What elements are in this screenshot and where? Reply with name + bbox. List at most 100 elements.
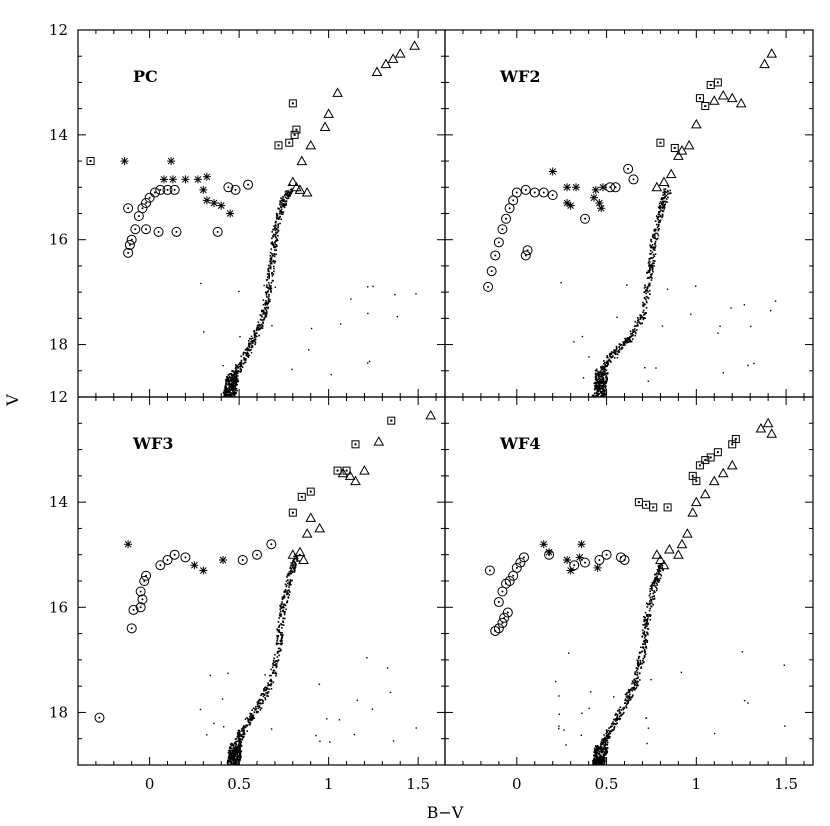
data-point <box>234 758 237 760</box>
data-point <box>648 284 651 287</box>
x-tick-label: 1.5 <box>774 775 798 793</box>
data-point <box>280 204 282 206</box>
data-point <box>597 762 600 765</box>
data-point <box>279 200 281 202</box>
data-point <box>237 738 240 740</box>
data-point <box>283 594 286 597</box>
data-point <box>285 608 287 611</box>
data-point <box>255 710 258 713</box>
data-point <box>633 678 636 680</box>
data-point <box>285 138 294 147</box>
data-point-center <box>336 469 339 472</box>
data-point <box>255 328 258 330</box>
data-point <box>274 235 277 238</box>
data-point <box>239 335 241 338</box>
data-point <box>223 392 225 395</box>
y-tick-label: 16 <box>49 231 68 249</box>
data-point <box>232 754 235 757</box>
data-point <box>596 394 598 396</box>
data-point <box>622 708 625 711</box>
data-point <box>257 321 260 324</box>
data-point <box>274 240 277 243</box>
data-point <box>267 682 269 684</box>
data-point <box>598 183 607 192</box>
data-point <box>228 750 231 753</box>
data-point <box>635 667 638 669</box>
data-point <box>229 758 232 760</box>
data-point <box>257 711 259 713</box>
data-point <box>639 318 642 320</box>
data-point <box>658 573 661 575</box>
data-point <box>643 631 646 634</box>
data-point <box>598 383 600 386</box>
data-point <box>595 383 598 385</box>
data-point <box>250 348 252 351</box>
data-point <box>241 730 243 732</box>
data-point <box>329 741 331 743</box>
data-point <box>650 238 653 241</box>
data-point <box>275 660 277 662</box>
data-point <box>624 699 626 702</box>
data-point <box>281 598 284 601</box>
data-point <box>261 327 264 329</box>
data-point <box>603 390 606 393</box>
data-point <box>268 273 271 275</box>
data-point <box>232 748 234 750</box>
data-point <box>238 290 240 293</box>
data-point <box>256 705 259 708</box>
data-point <box>730 307 732 309</box>
data-point <box>230 388 233 391</box>
data-point <box>265 279 268 281</box>
data-point <box>596 757 599 760</box>
data-point <box>631 334 634 337</box>
data-point <box>606 355 609 357</box>
data-point <box>645 717 648 719</box>
data-point <box>263 690 265 692</box>
data-point <box>266 290 269 293</box>
data-point <box>253 717 256 719</box>
data-point <box>652 582 654 584</box>
data-point <box>373 436 385 446</box>
data-point <box>658 176 670 187</box>
data-point-center <box>175 230 178 233</box>
data-point <box>596 751 599 754</box>
data-point <box>286 193 289 196</box>
data-point <box>273 249 276 251</box>
data-point <box>654 245 657 247</box>
data-point <box>268 688 270 691</box>
data-point <box>319 740 321 743</box>
data-point <box>603 754 606 757</box>
data-point <box>344 470 356 480</box>
data-point <box>644 635 647 637</box>
data-point <box>248 723 251 726</box>
data-point <box>653 249 656 251</box>
data-point <box>663 200 665 203</box>
data-point <box>597 393 599 395</box>
data-point <box>566 201 575 210</box>
x-tick-label: 0 <box>512 775 522 793</box>
data-point <box>582 377 585 379</box>
data-point <box>240 363 243 365</box>
data-point <box>662 205 665 208</box>
data-point <box>130 224 141 235</box>
data-point <box>656 237 659 240</box>
data-point <box>653 582 655 585</box>
data-point <box>662 194 664 196</box>
data-point <box>595 752 598 755</box>
data-point <box>631 332 634 335</box>
data-point <box>276 629 279 632</box>
data-point <box>228 379 231 381</box>
data-point <box>595 765 597 767</box>
data-point <box>289 579 292 581</box>
data-point <box>224 391 227 393</box>
data-point <box>646 289 649 292</box>
data-point <box>243 179 254 190</box>
data-point <box>673 150 684 160</box>
data-point <box>593 399 595 401</box>
data-point <box>281 601 283 603</box>
data-point <box>565 744 567 746</box>
data-point <box>229 763 232 765</box>
data-point <box>717 90 729 100</box>
data-point <box>293 571 296 573</box>
data-point <box>538 187 549 198</box>
